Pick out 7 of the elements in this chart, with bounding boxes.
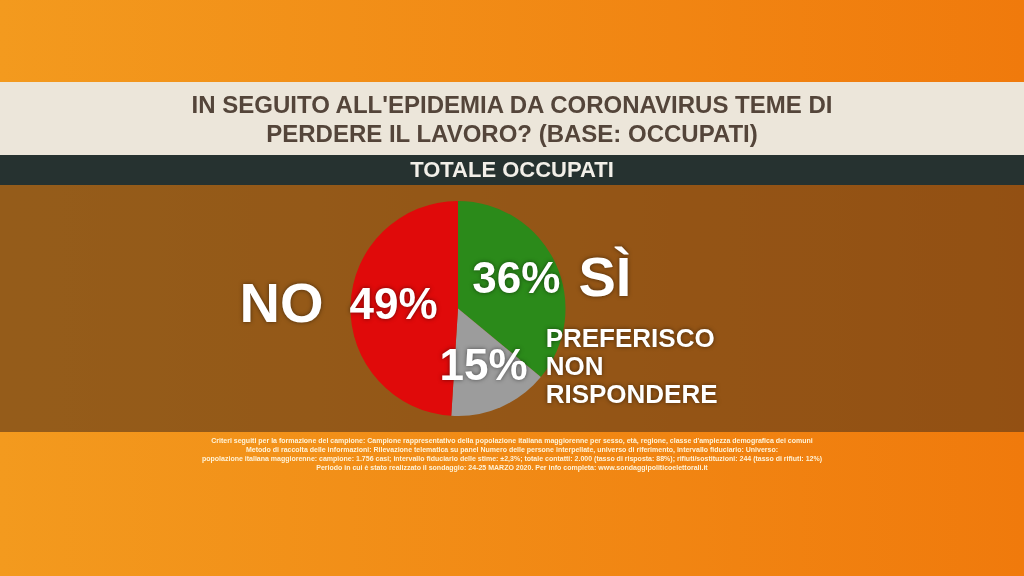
data-label: 49% (349, 278, 438, 328)
slice-label: SÌ (578, 245, 632, 309)
slice-label: NO (239, 270, 324, 334)
chart-title: IN SEGUITO ALL'EPIDEMIA DA CORONAVIRUS TEME DI PERDERE IL LAVORO? (BASE: OCCUPATI) (190, 89, 834, 148)
data-label: 36% (472, 253, 561, 303)
chart-subtitle: TOTALE OCCUPATI (0, 155, 1024, 185)
slice-label: PREFERISCO NON RISPONDERE (545, 322, 718, 409)
